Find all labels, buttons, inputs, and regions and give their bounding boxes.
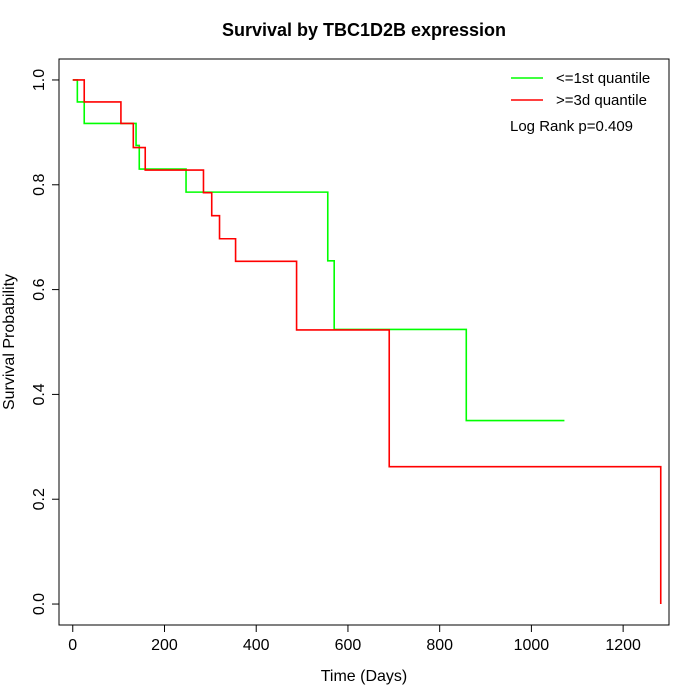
survival-curve-high-quantile xyxy=(72,79,662,605)
x-axis-label: Time (Days) xyxy=(321,668,408,685)
y-tick-label: 0.8 xyxy=(31,174,48,196)
y-tick-label: 0.0 xyxy=(31,593,48,615)
legend-label-low: <=1st quantile xyxy=(556,70,650,87)
legend-label-high: >=3d quantile xyxy=(556,92,647,109)
series-layer xyxy=(72,79,662,605)
x-tick-label: 200 xyxy=(151,637,178,654)
x-tick-label: 1200 xyxy=(605,637,641,654)
x-tick-label: 0 xyxy=(68,637,77,654)
x-tick-label: 600 xyxy=(335,637,362,654)
x-tick-label: 800 xyxy=(426,637,453,654)
legend: <=1st quantile >=3d quantile Log Rank p=… xyxy=(510,70,650,135)
log-rank-annotation: Log Rank p=0.409 xyxy=(510,118,633,135)
y-tick-label: 0.6 xyxy=(31,278,48,300)
x-tick-label: 1000 xyxy=(514,637,550,654)
x-tick-label: 400 xyxy=(243,637,270,654)
chart-title: Survival by TBC1D2B expression xyxy=(222,20,506,40)
x-axis: 0 200 400 600 800 1000 1200 xyxy=(68,624,641,654)
y-tick-label: 1.0 xyxy=(31,69,48,91)
y-axis: 0.0 0.2 0.4 0.6 0.8 1.0 xyxy=(31,69,60,615)
y-axis-label: Survival Probability xyxy=(1,274,18,410)
y-tick-label: 0.4 xyxy=(31,383,48,405)
y-tick-label: 0.2 xyxy=(31,488,48,510)
